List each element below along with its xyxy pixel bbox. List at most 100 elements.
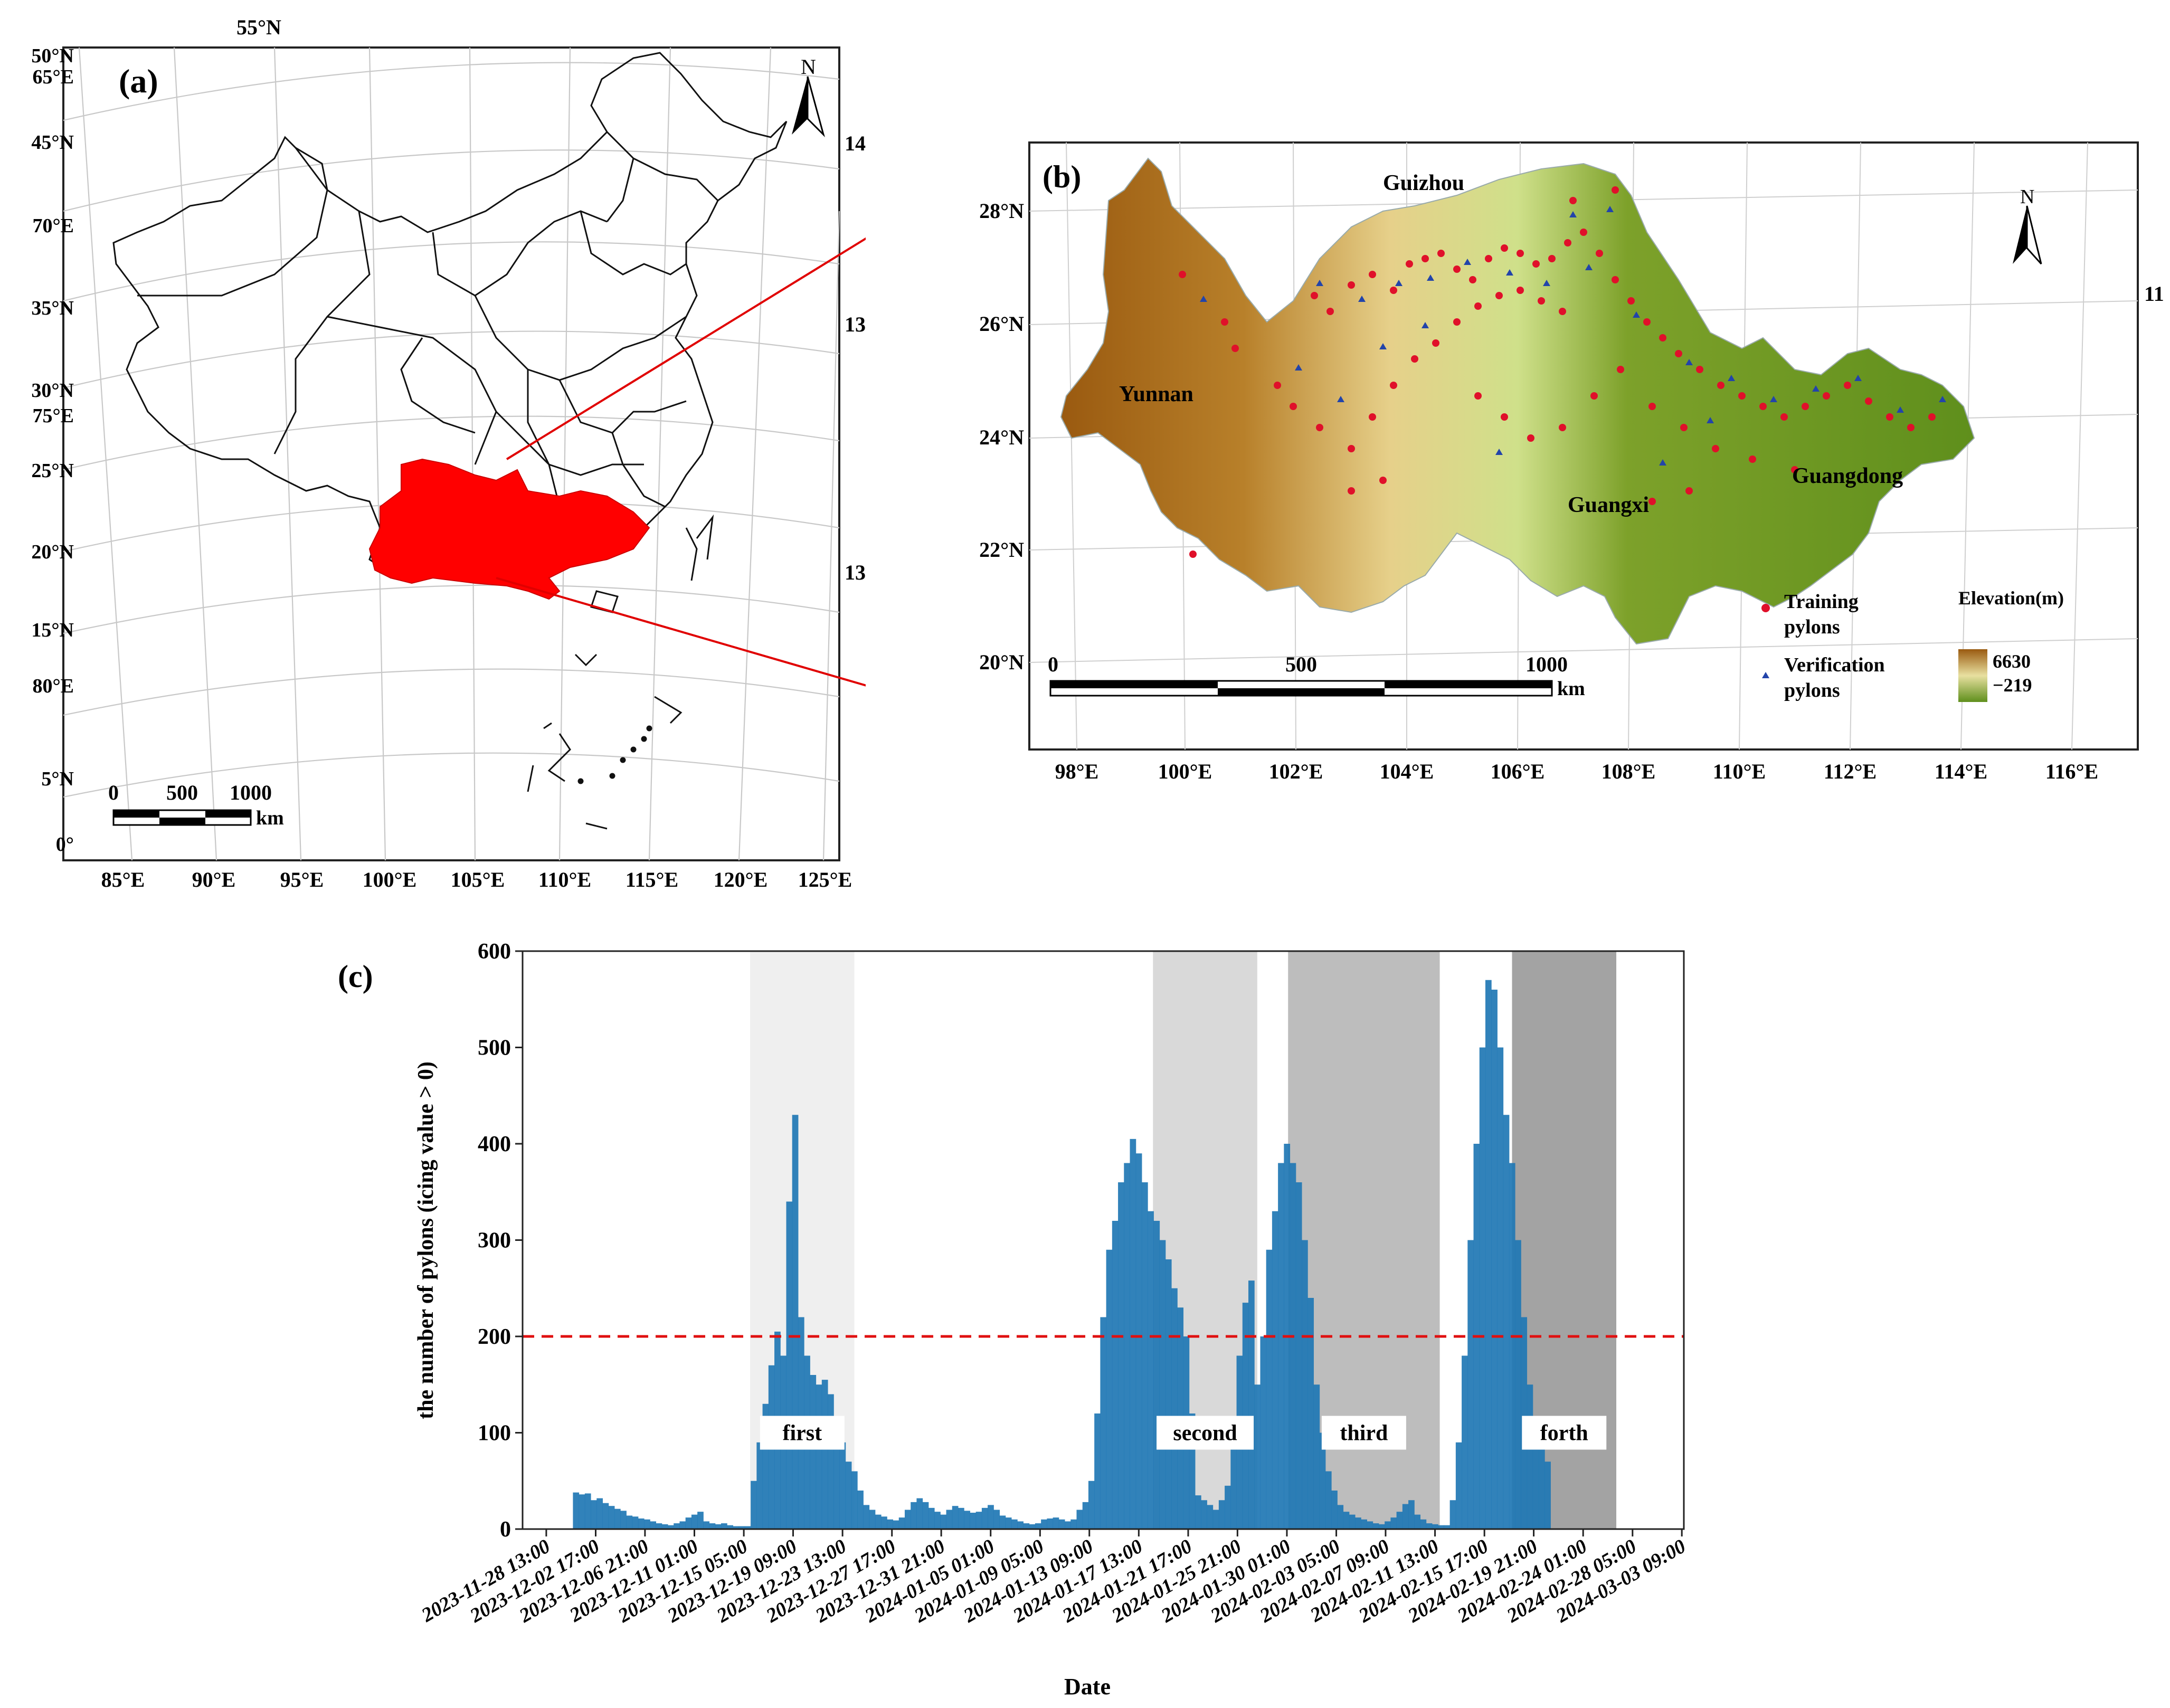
lat-label-b: 24°N — [979, 425, 1024, 449]
elevation-min: −219 — [1993, 675, 2032, 696]
province-label-yunnan: Yunnan — [1119, 382, 1193, 406]
y-tick-label: 600 — [478, 940, 511, 964]
scalebar-a: 0 500 1000 km — [108, 781, 284, 829]
bar — [744, 1526, 751, 1529]
bar — [928, 1507, 935, 1529]
lon-label-b: 110°E — [1713, 760, 1766, 783]
bar — [1041, 1519, 1047, 1529]
bar — [1278, 1163, 1284, 1529]
bar — [1402, 1504, 1409, 1529]
bar — [1390, 1517, 1397, 1529]
bar — [1065, 1521, 1071, 1529]
bar — [1491, 990, 1498, 1529]
verification-pylons — [1200, 206, 1946, 466]
y-tick-label: 300 — [478, 1229, 511, 1253]
bar — [792, 1115, 799, 1529]
panel-b-frame — [1028, 141, 2139, 751]
province-label-guangxi: Guangxi — [1568, 493, 1649, 517]
scalebar-b-tick: 0 — [1048, 652, 1058, 676]
bar — [1455, 1442, 1462, 1529]
bar — [1218, 1500, 1225, 1529]
bar — [1343, 1512, 1350, 1529]
bar — [1367, 1521, 1373, 1529]
bar — [579, 1494, 585, 1529]
bar — [1035, 1523, 1041, 1529]
bar — [810, 1375, 817, 1529]
left-lat-label: 5°N — [41, 768, 74, 790]
left-lat-label: 0° — [56, 833, 74, 856]
bar — [668, 1525, 674, 1529]
bar — [1005, 1517, 1012, 1529]
bar — [1248, 1280, 1255, 1529]
bar — [893, 1520, 899, 1529]
bar — [958, 1507, 964, 1529]
legend-verification-line1: Verification — [1784, 654, 1885, 676]
bar — [816, 1384, 822, 1529]
bar — [1165, 1259, 1172, 1529]
bar — [999, 1515, 1006, 1529]
bar — [1148, 1211, 1154, 1529]
lon-label-b: 106°E — [1491, 760, 1545, 783]
scalebar-b-unit: km — [1557, 678, 1585, 700]
bar — [1112, 1221, 1119, 1529]
bar — [573, 1492, 580, 1529]
bar — [887, 1519, 894, 1529]
panel-c-label: (c) — [338, 959, 373, 994]
panel-a-arrows — [496, 140, 1025, 736]
bottom-lon-label: 120°E — [714, 868, 768, 891]
bar — [1266, 1249, 1273, 1529]
event-label-box — [1321, 1416, 1406, 1450]
bar — [751, 1481, 757, 1529]
bottom-lon-label: 100°E — [363, 868, 417, 891]
bar — [685, 1517, 692, 1529]
bar — [839, 1442, 846, 1529]
bar — [1515, 1240, 1521, 1529]
bar — [1260, 1336, 1267, 1529]
panel-b-label: (b) — [1043, 159, 1081, 194]
event-label-third: third — [1340, 1421, 1388, 1446]
scalebar-b: 0 500 1000 km — [1048, 652, 1585, 700]
bar — [881, 1516, 887, 1529]
bar — [703, 1521, 710, 1529]
panel-b-elevation-map: (b) Guizhou Yunnan Guangxi Guangdong N 1… — [950, 121, 2170, 823]
bar — [863, 1505, 870, 1529]
left-lat-label: 25°N — [31, 460, 74, 482]
bar — [1212, 1510, 1219, 1529]
bar — [1023, 1523, 1030, 1529]
bar — [709, 1523, 716, 1529]
bar — [1485, 980, 1492, 1529]
event-label-first: first — [782, 1421, 822, 1446]
bar — [1396, 1512, 1403, 1529]
bar — [1378, 1524, 1385, 1529]
y-tick-label: 400 — [478, 1132, 511, 1156]
bar — [911, 1502, 917, 1529]
bar — [614, 1508, 621, 1529]
bar — [1497, 1047, 1504, 1529]
bar — [1503, 1115, 1510, 1529]
bar — [656, 1523, 662, 1529]
elevation-max: 6630 — [1993, 651, 2031, 672]
bar — [1462, 1355, 1468, 1529]
bar — [1319, 1432, 1326, 1529]
left-lat-label: 70°E — [32, 215, 74, 237]
bar — [1135, 1153, 1142, 1529]
lat-label-b: 28°N — [979, 199, 1024, 223]
bar — [851, 1471, 858, 1529]
elevation-legend-title: Elevation(m) — [1958, 587, 2064, 609]
bar — [1337, 1505, 1344, 1529]
lat-label-b: 22°N — [979, 538, 1024, 562]
bottom-lon-label: 105°E — [451, 868, 505, 891]
bar — [828, 1394, 834, 1529]
lon-label-b: 98°E — [1055, 760, 1099, 783]
bar — [916, 1498, 923, 1529]
china-province-outline — [112, 52, 788, 613]
left-lat-label: 75°E — [32, 405, 74, 427]
bar — [691, 1514, 698, 1529]
bar — [988, 1505, 994, 1529]
bar — [1527, 1384, 1533, 1529]
bottom-lon-label: 110°E — [538, 868, 591, 891]
left-lat-label: 15°N — [31, 619, 74, 641]
panel-c-chart: (c) first second third forth 0 100 200 300 400 5… — [0, 929, 2170, 1705]
event-label-box — [1157, 1416, 1254, 1450]
